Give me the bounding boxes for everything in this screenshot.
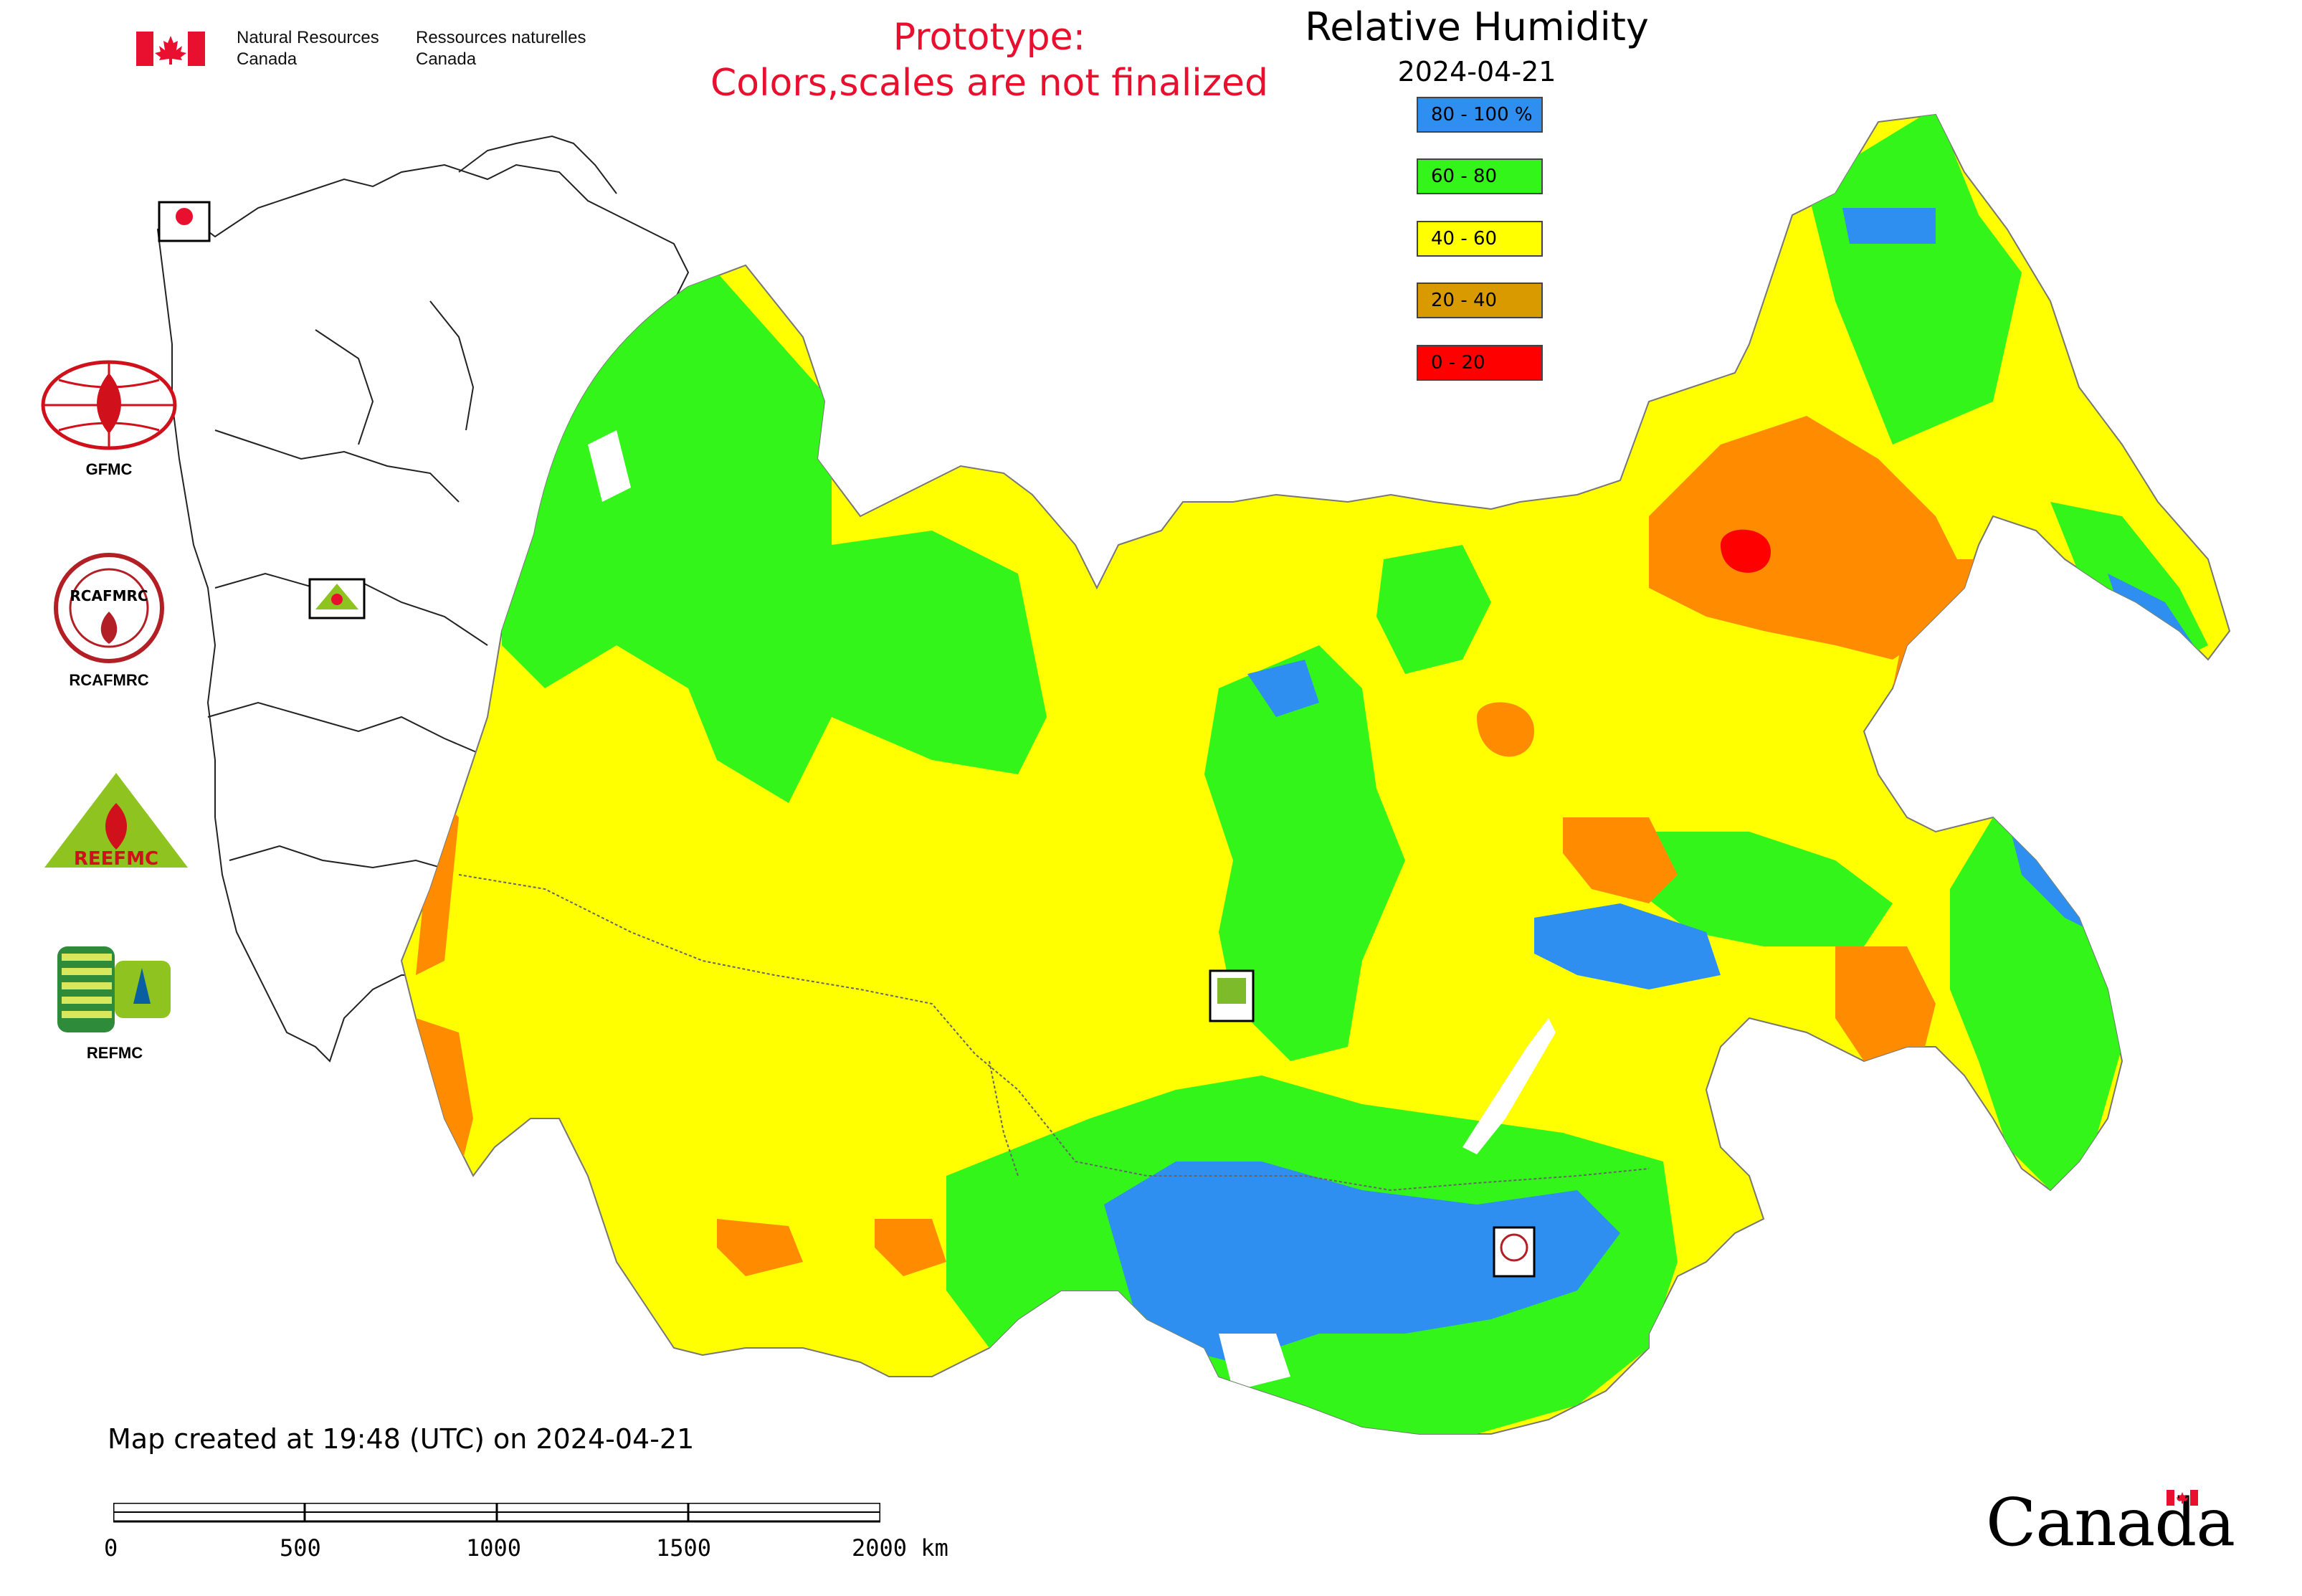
zone-orange-kazakh-south [875, 1219, 946, 1276]
prototype-notice: Prototype: Colors,scales are not finaliz… [645, 14, 1333, 106]
nrcan-english-name: Natural Resources Canada [237, 27, 379, 70]
map-title: Relative Humidity [1305, 4, 1649, 49]
zone-blue-chukotka [1842, 208, 1936, 244]
nrcan-french-line1: Ressources naturelles [416, 28, 586, 47]
small-rcafmrc-logo [1493, 1226, 1536, 1278]
prototype-line2: Colors,scales are not finalized [710, 62, 1269, 105]
legend-label: 80 - 100 % [1431, 104, 1533, 125]
gfmc-label: GFMC [85, 460, 133, 478]
scale-label-2000: 2000 km [852, 1534, 948, 1562]
zone-green-northwest [502, 272, 1047, 803]
refmc-label: REFMC [86, 1044, 143, 1062]
zone-blue-yamal [1247, 660, 1319, 717]
nrcan-english-line1: Natural Resources [237, 28, 379, 47]
reefmc-logo: REEFMC [37, 767, 195, 878]
prototype-line1: Prototype: [893, 16, 1086, 59]
zone-green-amur [1635, 832, 1893, 946]
nrcan-english-line2: Canada [237, 49, 298, 69]
reefmc-emblem-text: REEFMC [74, 848, 158, 870]
canada-wordmark: Canada [1986, 1484, 2235, 1561]
rcafmrc-label: RCAFMRC [69, 671, 149, 689]
scale-label-1500: 1500 [656, 1534, 712, 1562]
lake-baikal [1462, 1018, 1556, 1154]
zone-orange-amur [1835, 946, 1936, 1061]
canada-flag-icon [136, 32, 205, 66]
zone-green-central-siberia [1204, 645, 1405, 1061]
legend-item-0-20: 0 - 20 [1417, 345, 1543, 381]
small-refmc-logo [1209, 969, 1255, 1022]
rcafmrc-emblem-icon: RCAFMRC [54, 553, 164, 663]
zone-orange-aldan [1563, 817, 1678, 903]
zone-orange-central [1477, 702, 1534, 757]
legend-item-80-100: 80 - 100 % [1417, 97, 1543, 133]
refmc-logo: REFMC [57, 946, 186, 1063]
legend-item-60-80: 60 - 80 [1417, 158, 1543, 194]
scale-label-500: 500 [280, 1534, 321, 1562]
scale-label-1000: 1000 [466, 1534, 522, 1562]
zone-orange-yakutia [1649, 416, 1964, 660]
zone-orange-caspian-edge [416, 803, 459, 975]
zone-orange-aral [717, 1219, 803, 1276]
zone-blue-baikal-south [1104, 1162, 1620, 1362]
nrcan-french-name: Ressources naturelles Canada [416, 27, 586, 70]
reefmc-triangle-icon: REEFMC [44, 773, 188, 870]
rcafmrc-emblem-text: RCAFMRC [70, 587, 148, 604]
map-date: 2024-04-21 [1397, 56, 1556, 87]
zone-red-verkhoyansk [1721, 529, 1771, 573]
nrcan-signature: Natural Resources Canada Ressources natu… [136, 27, 595, 77]
zone-green-taymyr [1376, 545, 1491, 674]
legend-label: 0 - 20 [1431, 352, 1485, 374]
small-reefmc-logo [308, 578, 366, 619]
legend-label: 20 - 40 [1431, 290, 1498, 311]
zone-green-northeast [1807, 115, 2022, 445]
legend-item-20-40: 20 - 40 [1417, 282, 1543, 318]
legend-label: 40 - 60 [1431, 228, 1498, 250]
nrcan-french-line2: Canada [416, 49, 477, 69]
scale-bar [113, 1503, 880, 1523]
gfmc-logo: GFMC [37, 358, 181, 479]
country-borders [458, 874, 1650, 1192]
gfmc-globe-icon [41, 360, 177, 450]
map-created-note: Map created at 19:48 (UTC) on 2024-04-21 [108, 1423, 695, 1455]
legend-item-40-60: 40 - 60 [1417, 221, 1543, 257]
zone-blue-sayan [1534, 903, 1721, 989]
rcafmrc-logo: RCAFMRC RCAFMRC [52, 551, 181, 690]
small-gfmc-logo [158, 201, 211, 242]
nodata-patch-west [588, 430, 631, 502]
scale-label-0: 0 [104, 1534, 118, 1562]
nodata-patch-south [1219, 1334, 1290, 1391]
refmc-sigma-icon [57, 946, 171, 1032]
wordmark-flag-icon [2167, 1490, 2198, 1506]
humidity-zones [416, 115, 2208, 1434]
legend-label: 60 - 80 [1431, 166, 1498, 187]
